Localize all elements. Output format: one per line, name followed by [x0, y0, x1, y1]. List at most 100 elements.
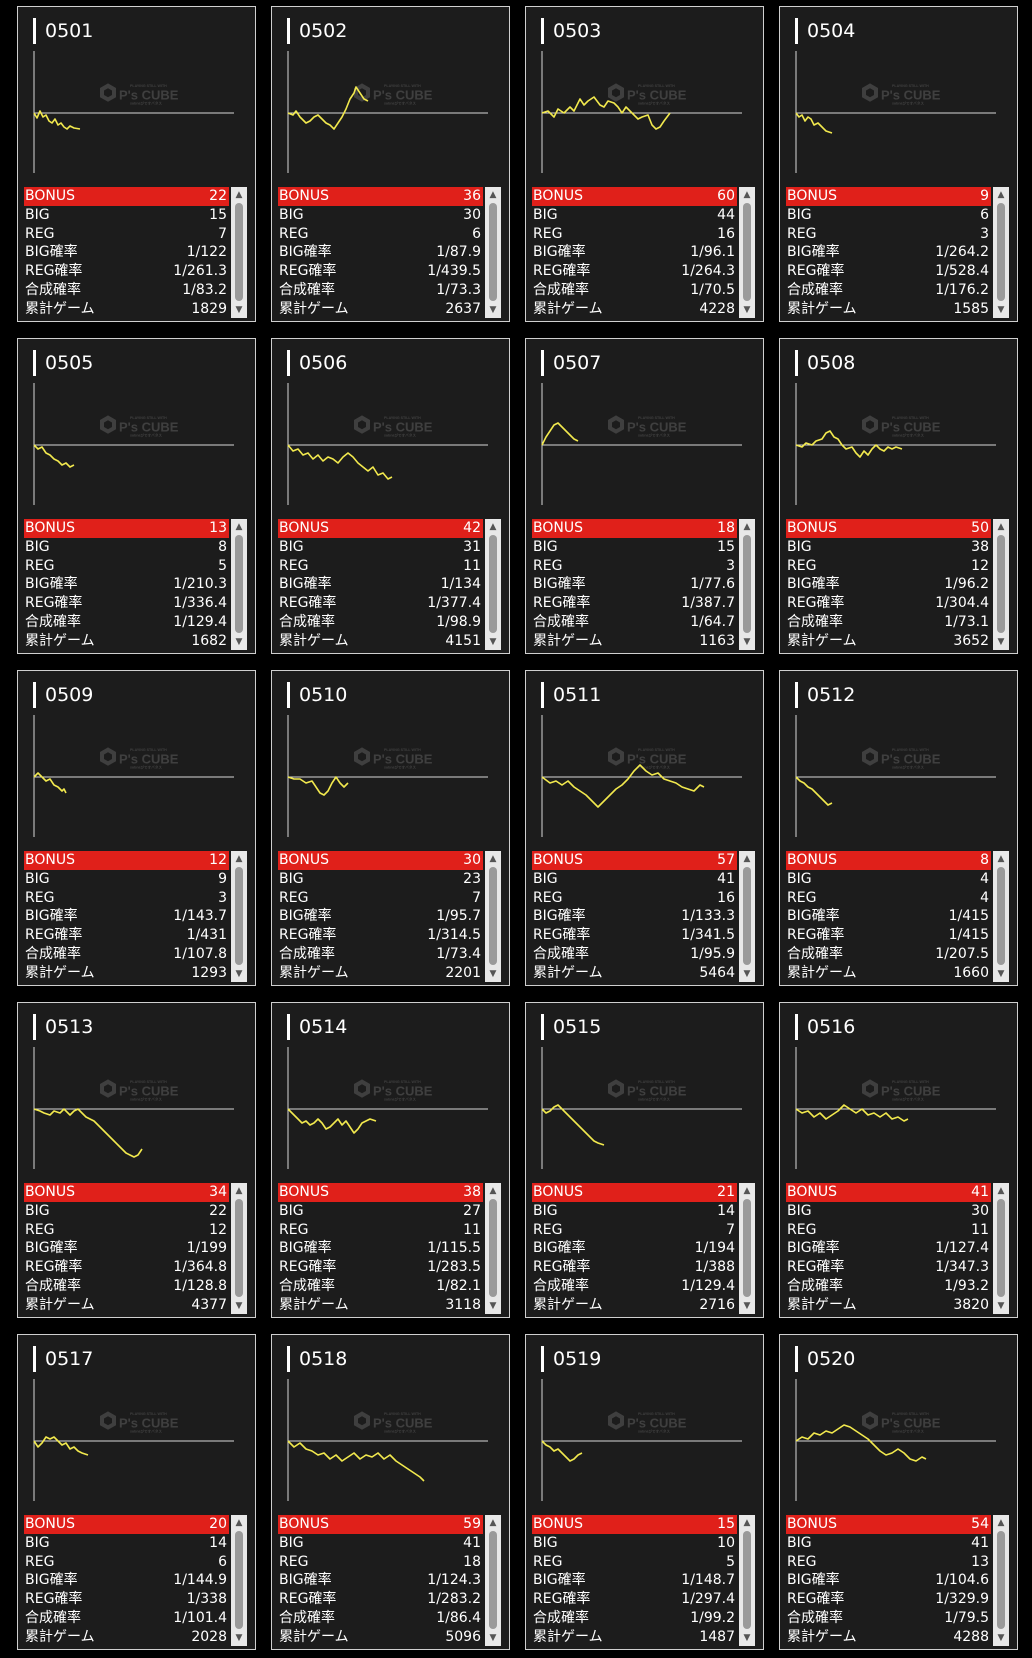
stats-scrollbar[interactable]: ▲ ▼ — [739, 1515, 755, 1646]
scroll-up-arrow-icon[interactable]: ▲ — [489, 1186, 497, 1196]
scroll-thumb[interactable] — [743, 203, 751, 301]
machine-card-0507[interactable]: 0507 PLAYING STILL WITH P's CUBE sabnaびで… — [525, 338, 764, 654]
scroll-up-arrow-icon[interactable]: ▲ — [235, 190, 243, 200]
stats-scrollbar[interactable]: ▲ ▼ — [231, 519, 247, 650]
machine-card-0511[interactable]: 0511 PLAYING STILL WITH P's CUBE sabnaびで… — [525, 670, 764, 986]
scroll-up-arrow-icon[interactable]: ▲ — [235, 1518, 243, 1528]
machine-card-0501[interactable]: 0501 PLAYING STILL WITH P's CUBE sabnaびで… — [17, 6, 256, 322]
stats-scrollbar[interactable]: ▲ ▼ — [739, 519, 755, 650]
scroll-down-arrow-icon[interactable]: ▼ — [743, 969, 751, 979]
scroll-thumb[interactable] — [489, 1531, 497, 1629]
scroll-thumb[interactable] — [489, 1199, 497, 1297]
stats-scrollbar[interactable]: ▲ ▼ — [485, 1515, 501, 1646]
stats-scrollbar[interactable]: ▲ ▼ — [739, 851, 755, 982]
machine-card-0514[interactable]: 0514 PLAYING STILL WITH P's CUBE sabnaびで… — [271, 1002, 510, 1318]
scroll-up-arrow-icon[interactable]: ▲ — [743, 1186, 751, 1196]
stats-scrollbar[interactable]: ▲ ▼ — [485, 1183, 501, 1314]
machine-card-0512[interactable]: 0512 PLAYING STILL WITH P's CUBE sabnaびで… — [779, 670, 1018, 986]
scroll-thumb[interactable] — [489, 203, 497, 301]
scroll-thumb[interactable] — [743, 1199, 751, 1297]
scroll-thumb[interactable] — [743, 1531, 751, 1629]
scroll-up-arrow-icon[interactable]: ▲ — [997, 854, 1005, 864]
machine-card-0510[interactable]: 0510 PLAYING STILL WITH P's CUBE sabnaびで… — [271, 670, 510, 986]
scroll-down-arrow-icon[interactable]: ▼ — [743, 305, 751, 315]
scroll-down-arrow-icon[interactable]: ▼ — [489, 637, 497, 647]
scroll-up-arrow-icon[interactable]: ▲ — [997, 1518, 1005, 1528]
scroll-thumb[interactable] — [235, 535, 243, 633]
machine-card-0517[interactable]: 0517 PLAYING STILL WITH P's CUBE sabnaびで… — [17, 1334, 256, 1650]
scroll-up-arrow-icon[interactable]: ▲ — [743, 190, 751, 200]
machine-card-0505[interactable]: 0505 PLAYING STILL WITH P's CUBE sabnaびで… — [17, 338, 256, 654]
scroll-thumb[interactable] — [997, 1199, 1005, 1297]
machine-card-0504[interactable]: 0504 PLAYING STILL WITH P's CUBE sabnaびで… — [779, 6, 1018, 322]
scroll-down-arrow-icon[interactable]: ▼ — [743, 1633, 751, 1643]
scroll-thumb[interactable] — [235, 1199, 243, 1297]
stats-scrollbar[interactable]: ▲ ▼ — [993, 1515, 1009, 1646]
scroll-thumb[interactable] — [997, 867, 1005, 965]
scroll-up-arrow-icon[interactable]: ▲ — [489, 854, 497, 864]
machine-card-0506[interactable]: 0506 PLAYING STILL WITH P's CUBE sabnaびで… — [271, 338, 510, 654]
stats-scrollbar[interactable]: ▲ ▼ — [739, 187, 755, 318]
stats-scrollbar[interactable]: ▲ ▼ — [485, 519, 501, 650]
stats-scrollbar[interactable]: ▲ ▼ — [739, 1183, 755, 1314]
scroll-down-arrow-icon[interactable]: ▼ — [489, 1633, 497, 1643]
stats-scrollbar[interactable]: ▲ ▼ — [231, 187, 247, 318]
scroll-down-arrow-icon[interactable]: ▼ — [235, 1301, 243, 1311]
scroll-down-arrow-icon[interactable]: ▼ — [235, 637, 243, 647]
scroll-thumb[interactable] — [997, 203, 1005, 301]
scroll-thumb[interactable] — [743, 535, 751, 633]
scroll-down-arrow-icon[interactable]: ▼ — [997, 1301, 1005, 1311]
machine-card-0513[interactable]: 0513 PLAYING STILL WITH P's CUBE sabnaびで… — [17, 1002, 256, 1318]
scroll-up-arrow-icon[interactable]: ▲ — [235, 854, 243, 864]
scroll-thumb[interactable] — [997, 535, 1005, 633]
stats-scrollbar[interactable]: ▲ ▼ — [231, 851, 247, 982]
scroll-down-arrow-icon[interactable]: ▼ — [997, 1633, 1005, 1643]
scroll-up-arrow-icon[interactable]: ▲ — [489, 190, 497, 200]
scroll-thumb[interactable] — [489, 867, 497, 965]
scroll-up-arrow-icon[interactable]: ▲ — [235, 522, 243, 532]
scroll-down-arrow-icon[interactable]: ▼ — [997, 637, 1005, 647]
scroll-up-arrow-icon[interactable]: ▲ — [489, 522, 497, 532]
machine-card-0508[interactable]: 0508 PLAYING STILL WITH P's CUBE sabnaびで… — [779, 338, 1018, 654]
scroll-down-arrow-icon[interactable]: ▼ — [489, 1301, 497, 1311]
scroll-up-arrow-icon[interactable]: ▲ — [997, 522, 1005, 532]
stats-scrollbar[interactable]: ▲ ▼ — [485, 187, 501, 318]
scroll-down-arrow-icon[interactable]: ▼ — [235, 305, 243, 315]
machine-card-0515[interactable]: 0515 PLAYING STILL WITH P's CUBE sabnaびで… — [525, 1002, 764, 1318]
stats-scrollbar[interactable]: ▲ ▼ — [231, 1183, 247, 1314]
scroll-up-arrow-icon[interactable]: ▲ — [235, 1186, 243, 1196]
scroll-down-arrow-icon[interactable]: ▼ — [743, 637, 751, 647]
stats-scrollbar[interactable]: ▲ ▼ — [485, 851, 501, 982]
scroll-down-arrow-icon[interactable]: ▼ — [489, 305, 497, 315]
scroll-down-arrow-icon[interactable]: ▼ — [997, 305, 1005, 315]
scroll-up-arrow-icon[interactable]: ▲ — [997, 1186, 1005, 1196]
scroll-thumb[interactable] — [235, 203, 243, 301]
scroll-thumb[interactable] — [997, 1531, 1005, 1629]
scroll-up-arrow-icon[interactable]: ▲ — [743, 854, 751, 864]
scroll-down-arrow-icon[interactable]: ▼ — [743, 1301, 751, 1311]
stats-scrollbar[interactable]: ▲ ▼ — [993, 1183, 1009, 1314]
scroll-thumb[interactable] — [235, 1531, 243, 1629]
stats-scrollbar[interactable]: ▲ ▼ — [231, 1515, 247, 1646]
scroll-thumb[interactable] — [235, 867, 243, 965]
scroll-up-arrow-icon[interactable]: ▲ — [997, 190, 1005, 200]
scroll-up-arrow-icon[interactable]: ▲ — [743, 1518, 751, 1528]
scroll-up-arrow-icon[interactable]: ▲ — [743, 522, 751, 532]
scroll-down-arrow-icon[interactable]: ▼ — [235, 969, 243, 979]
scroll-thumb[interactable] — [489, 535, 497, 633]
machine-card-0503[interactable]: 0503 PLAYING STILL WITH P's CUBE sabnaびで… — [525, 6, 764, 322]
stats-scrollbar[interactable]: ▲ ▼ — [993, 851, 1009, 982]
machine-card-0518[interactable]: 0518 PLAYING STILL WITH P's CUBE sabnaびで… — [271, 1334, 510, 1650]
scroll-down-arrow-icon[interactable]: ▼ — [997, 969, 1005, 979]
machine-card-0520[interactable]: 0520 PLAYING STILL WITH P's CUBE sabnaびで… — [779, 1334, 1018, 1650]
scroll-thumb[interactable] — [743, 867, 751, 965]
scroll-down-arrow-icon[interactable]: ▼ — [235, 1633, 243, 1643]
machine-card-0516[interactable]: 0516 PLAYING STILL WITH P's CUBE sabnaびで… — [779, 1002, 1018, 1318]
scroll-up-arrow-icon[interactable]: ▲ — [489, 1518, 497, 1528]
machine-card-0519[interactable]: 0519 PLAYING STILL WITH P's CUBE sabnaびで… — [525, 1334, 764, 1650]
machine-card-0509[interactable]: 0509 PLAYING STILL WITH P's CUBE sabnaびで… — [17, 670, 256, 986]
stats-scrollbar[interactable]: ▲ ▼ — [993, 187, 1009, 318]
stats-scrollbar[interactable]: ▲ ▼ — [993, 519, 1009, 650]
scroll-down-arrow-icon[interactable]: ▼ — [489, 969, 497, 979]
machine-card-0502[interactable]: 0502 PLAYING STILL WITH P's CUBE sabnaびで… — [271, 6, 510, 322]
